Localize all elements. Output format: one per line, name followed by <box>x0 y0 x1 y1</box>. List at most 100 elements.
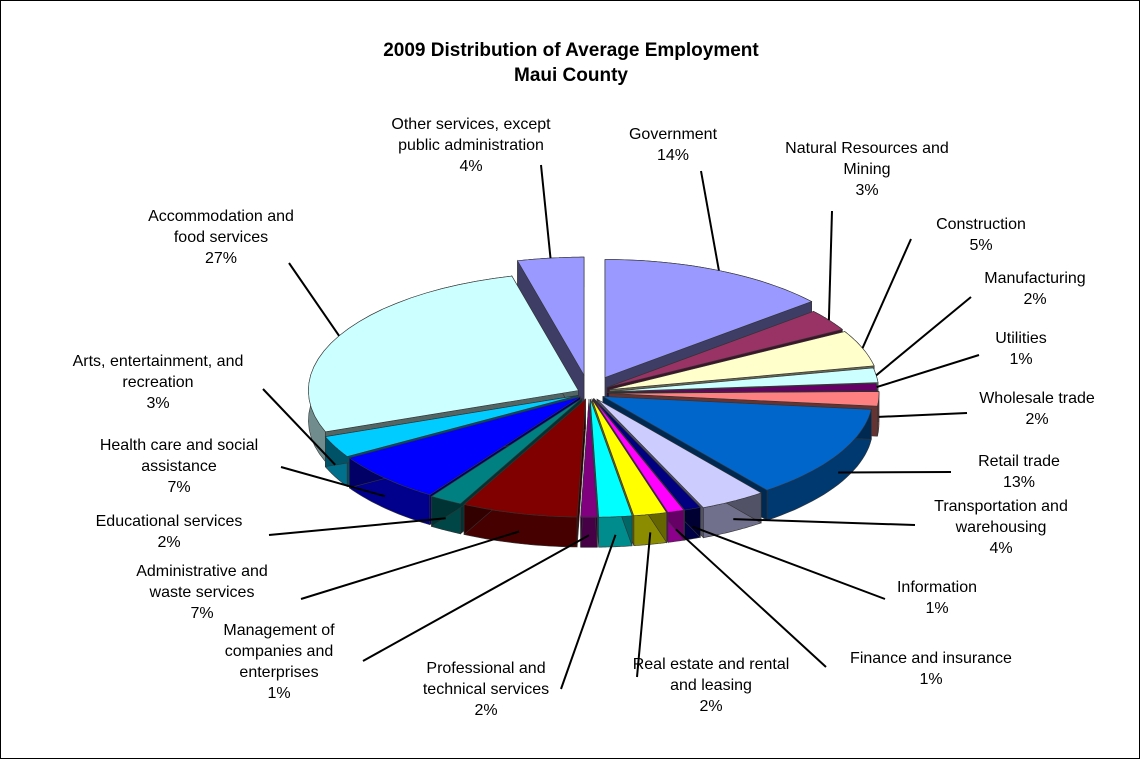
slice-label-line: 7% <box>167 479 190 496</box>
slice-top <box>593 398 685 513</box>
slice-label-line: Construction <box>936 216 1026 233</box>
slice-label: Management of companies and enterprises 1% <box>223 622 335 702</box>
slice-top <box>602 396 872 491</box>
slice-label-line: 3% <box>146 395 169 412</box>
leader-line <box>288 262 340 337</box>
slice-wall <box>580 516 598 548</box>
slice-label-line: 2% <box>1023 291 1046 308</box>
slice-top <box>580 399 598 518</box>
chart-title: 2009 Distribution of Average Employment <box>383 40 759 61</box>
slice-label-line: 2% <box>157 534 180 551</box>
slice-label-line: Management of <box>223 622 335 639</box>
leader-line <box>362 534 590 662</box>
slice-label-line: public administration <box>398 137 544 154</box>
slice-label-line: 1% <box>925 600 948 617</box>
slice-label-line: 27% <box>205 250 237 267</box>
leader-lines <box>262 164 980 690</box>
slice-label-line: 5% <box>969 237 992 254</box>
slice-label-line: waste services <box>149 584 255 601</box>
slice-label: Information 1% <box>897 579 977 617</box>
slice-label: Accommodation and food services 27% <box>148 208 294 267</box>
leader-line <box>280 466 386 498</box>
slice-label-line: 13% <box>1003 474 1035 491</box>
slice-label: Educational services 2% <box>96 513 243 551</box>
slice-top <box>590 399 633 518</box>
chart-titles: 2009 Distribution of Average Employment … <box>383 40 759 86</box>
leader-line <box>262 388 336 466</box>
leader-line <box>636 532 652 678</box>
slice-label: Other services, except public administrat… <box>391 116 551 175</box>
slice-top <box>593 398 701 511</box>
slice-label-line: Finance and insurance <box>850 650 1012 667</box>
slice-label: Construction 5% <box>936 216 1026 254</box>
slice-label-line: Retail trade <box>978 453 1060 470</box>
slice-label-line: Transportation and <box>934 498 1068 515</box>
slice-label-line: and leasing <box>670 677 752 694</box>
slice-label-line: Health care and social <box>100 437 258 454</box>
slice-label: Health care and social assistance 7% <box>100 437 258 496</box>
slice-label: Wholesale trade 2% <box>979 390 1095 428</box>
slice-label-line: 2% <box>474 702 497 719</box>
slice-label-line: Professional and <box>426 660 545 677</box>
slice-labels: Government 14% Natural Resources and Mining… <box>73 116 1095 719</box>
slice-label-line: Mining <box>843 161 890 178</box>
slice-label-line: 4% <box>459 158 482 175</box>
slice-top <box>596 398 762 509</box>
leader-line <box>878 412 968 418</box>
slice-label-line: 7% <box>190 605 213 622</box>
slice-top <box>591 399 668 517</box>
leader-line <box>692 525 886 600</box>
slice-top <box>348 396 581 496</box>
slice-label-line: Natural Resources and <box>785 140 949 157</box>
slice-label: Real estate and rental and leasing 2% <box>633 656 790 715</box>
slice-label-line: 4% <box>989 540 1012 557</box>
slice-label-line: enterprises <box>239 664 318 681</box>
slice-label-line: Wholesale trade <box>979 390 1095 407</box>
slice-label: Arts, entertainment, and recreation 3% <box>73 353 244 412</box>
slice-label-line: assistance <box>141 458 217 475</box>
leader-line <box>827 210 833 321</box>
slice-label-line: food services <box>174 229 268 246</box>
slice-label-line: Information <box>897 579 977 596</box>
slice-label-line: technical services <box>423 681 549 698</box>
slice-label-line: Other services, except <box>391 116 551 133</box>
slice-label: Manufacturing 2% <box>984 270 1085 308</box>
slice-top <box>324 395 579 457</box>
slice-label-line: warehousing <box>955 519 1047 536</box>
leader-line <box>733 518 916 526</box>
leader-line <box>268 517 446 536</box>
slice-label: Transportation and warehousing 4% <box>934 498 1068 557</box>
slice-label: Natural Resources and Mining 3% <box>785 140 949 199</box>
slice-top <box>608 391 880 407</box>
leader-line <box>838 471 952 474</box>
slice-label-line: companies and <box>225 643 334 660</box>
slice-other-services-except-public-administration <box>517 256 585 407</box>
slice-label-line: 14% <box>657 147 689 164</box>
slice-label-line: Utilities <box>995 330 1047 347</box>
pie-slices <box>308 256 880 548</box>
leader-line <box>300 530 520 600</box>
slice-label-line: recreation <box>122 374 193 391</box>
slice-administrative-and-waste-services <box>463 398 586 548</box>
slice-label-line: Arts, entertainment, and <box>73 353 244 370</box>
slice-label-line: Real estate and rental <box>633 656 790 673</box>
slice-management-of-companies-and-enterprises <box>580 399 598 548</box>
chart-subtitle: Maui County <box>514 65 628 86</box>
slice-label-line: 1% <box>267 685 290 702</box>
slice-label: Administrative and waste services 7% <box>136 563 268 622</box>
slice-label: Utilities 1% <box>995 330 1047 368</box>
slice-label-line: Manufacturing <box>984 270 1085 287</box>
leader-line <box>560 534 617 690</box>
slice-label: Government 14% <box>629 126 718 164</box>
slice-label-line: 1% <box>919 671 942 688</box>
leader-line <box>875 296 972 377</box>
slice-top <box>430 398 583 505</box>
leader-line <box>861 238 912 349</box>
slice-label-line: Accommodation and <box>148 208 294 225</box>
slice-label-line: Educational services <box>96 513 243 530</box>
leader-line <box>700 170 720 271</box>
slice-label-line: Government <box>629 126 718 143</box>
slice-top <box>463 398 586 518</box>
